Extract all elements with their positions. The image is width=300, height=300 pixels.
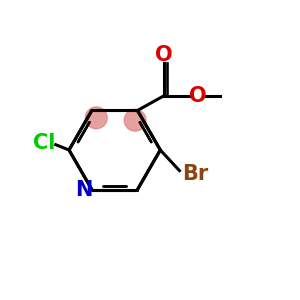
- Circle shape: [124, 109, 146, 131]
- Text: N: N: [75, 179, 93, 200]
- Circle shape: [85, 107, 107, 129]
- Text: Cl: Cl: [33, 133, 55, 153]
- Text: Br: Br: [182, 164, 209, 184]
- Text: O: O: [155, 44, 173, 64]
- Text: O: O: [189, 86, 207, 106]
